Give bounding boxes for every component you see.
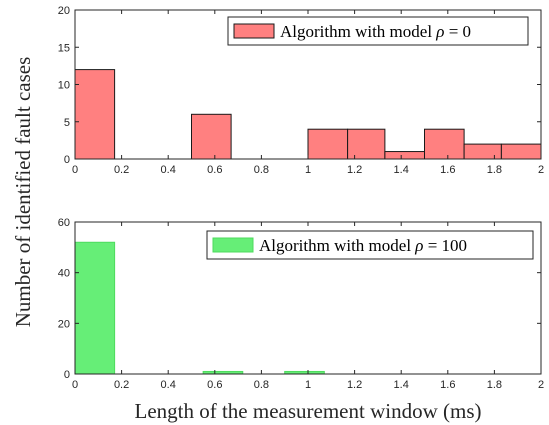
histogram-bar [384,151,426,160]
top-histogram-panel: 0 0.2 0.4 0.6 0.8 1 1.2 1.4 1.6 1.8 205101520Algor… [58,5,544,176]
x-tick-label: 1 [305,164,311,176]
legend-box [206,230,534,260]
legend-label-prefix: Algorithm with model [280,22,436,41]
histogram-bar [74,69,116,160]
histogram-bar [424,128,465,160]
histogram-bar [74,241,116,375]
x-tick-label: 0.6 [207,379,222,391]
y-tick-label: 40 [58,268,70,280]
x-tick-label: 2 [538,379,544,391]
x-tick-label: 1.2 [347,379,362,391]
x-tick-label: 0.2 [114,379,129,391]
x-tick-label: 0 [72,379,78,391]
x-tick-label: 1.2 [347,164,362,176]
y-tick-label: 20 [58,318,70,330]
x-tick-label: 1 [305,379,311,391]
legend-box [227,16,529,46]
legend: Algorithm with model ρ = 100 [206,230,534,260]
legend-label: Algorithm with model ρ = 100 [259,236,467,255]
x-tick-label: 0.2 [114,164,129,176]
legend-swatch [212,237,254,253]
legend-label-symbol: ρ [435,22,444,41]
legend-label-prefix: Algorithm with model [259,236,415,255]
histogram-bar [463,143,502,160]
bottom-histogram-panel: 0 0.2 0.4 0.6 0.8 1 1.2 1.4 1.6 1.8 20204060Algori… [58,217,544,391]
y-tick-label: 10 [58,80,70,92]
y-tick-label: 0 [64,154,70,166]
legend-label-symbol: ρ [414,236,423,255]
y-tick-label: 60 [58,217,70,229]
y-axis-label: Number of identified fault cases [11,57,35,328]
x-tick-label: 0.8 [254,379,269,391]
x-tick-label: 1.6 [440,164,455,176]
legend: Algorithm with model ρ = 0 [227,16,529,46]
x-tick-label: 1.8 [487,379,502,391]
y-tick-label: 0 [64,369,70,381]
legend-label-suffix: = 0 [444,22,471,41]
x-tick-label: 0 [72,164,78,176]
x-tick-label: 0.4 [161,379,176,391]
y-tick-label: 15 [58,42,70,54]
legend-label-suffix: = 100 [423,236,467,255]
x-tick-label: 0.4 [161,164,176,176]
histogram-bar [347,128,386,160]
histogram-bar [307,128,349,160]
x-tick-label: 1.4 [394,164,409,176]
x-tick-label: 0.8 [254,164,269,176]
x-tick-label: 1.6 [440,379,455,391]
legend-swatch [233,23,275,39]
x-tick-label: 0.6 [207,164,222,176]
x-tick-label: 1.4 [394,379,409,391]
histogram-bar [500,143,542,160]
x-axis-label: Length of the measurement window (ms) [135,399,482,423]
y-tick-label: 5 [64,117,70,129]
legend-label: Algorithm with model ρ = 0 [280,22,471,41]
histogram-bar [191,113,232,160]
x-tick-label: 2 [538,164,544,176]
x-tick-label: 1.8 [487,164,502,176]
y-tick-label: 20 [58,5,70,17]
